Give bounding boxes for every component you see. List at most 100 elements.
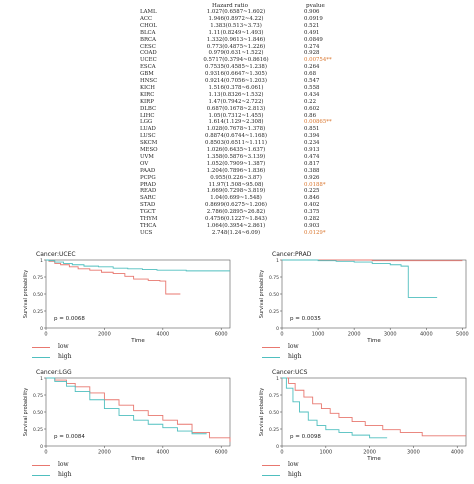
hazard-ratio-cell: 0.8503(0.6511~1.111) <box>205 140 267 147</box>
table-row: UVM 1.358(0.5876~3.139) 0.474 <box>0 154 474 161</box>
y-tick-label: 0.25 <box>33 427 43 433</box>
hazard-ratio-cell: 1.332(0.9613~1.846) <box>206 36 266 43</box>
km-chart-prad: Cancer:PRAD 0 0.25 0.50 0.75 1 0 1000 2000 3000 40… <box>259 251 469 344</box>
cancer-type-cell: UCEC <box>140 57 157 64</box>
cancer-type-cell: KICH <box>140 84 155 91</box>
cancer-type-cell: LGG <box>140 119 153 126</box>
x-tick-label: 6000 <box>215 332 228 338</box>
hazard-ratio-cell: 0.979(0.631~1.522) <box>208 50 264 57</box>
table-row: COAD 0.979(0.631~1.522) 0.928 <box>0 50 474 57</box>
table-row: BRCA 1.332(0.9613~1.846) 0.0849 <box>0 37 474 44</box>
x-tick-label: 4000 <box>420 332 433 338</box>
y-tick-label: 0.50 <box>269 292 279 298</box>
cancer-type-cell: MESO <box>140 147 158 153</box>
hazard-ratio-cell: 1.026(0.6435~1.637) <box>206 147 266 153</box>
table-row: TGCT 2.786(0.2895~26.82) 0.375 <box>0 209 474 216</box>
table-row: LIHC 1.05(0.7312~1.455) 0.86 <box>0 113 474 120</box>
pvalue-cell: 0.86 <box>304 112 317 119</box>
cancer-type-cell: DLBC <box>140 105 157 112</box>
y-tick-label: 1 <box>276 258 279 264</box>
x-tick-label: 2000 <box>348 332 361 338</box>
x-tick-label: 1000 <box>312 332 325 338</box>
legend-line-low <box>262 465 280 466</box>
y-tick-label: 0 <box>276 326 279 332</box>
hazard-ratio-cell: 0.9316(0.6647~1.305) <box>205 71 267 78</box>
km-plot-ucec: Cancer:UCEC 0 0.25 0.50 0.75 1 0 2000 4000 6000 Ti… <box>2 248 238 348</box>
legend-line-low <box>32 347 50 348</box>
cancer-type-cell: OV <box>140 160 149 167</box>
legend-line-high <box>262 475 280 476</box>
y-tick-label: 0.75 <box>269 275 279 281</box>
table-row: PRAD 11.97(1.508~95.08) 0.0188* <box>0 182 474 189</box>
pvalue-cell: 0.521 <box>304 22 320 29</box>
cancer-type-cell: KIRC <box>140 91 155 98</box>
table-row: CESC 0.773(0.4875~1.226) 0.274 <box>0 44 474 51</box>
x-tick-label: 0 <box>44 332 47 338</box>
pvalue-cell: 0.0129* <box>304 229 326 236</box>
pvalue-cell: 0.602 <box>304 105 320 112</box>
cancer-type-cell: LUSC <box>140 133 156 140</box>
table-row: LUAD 1.028(0.7678~1.378) 0.851 <box>0 126 474 133</box>
cancer-type-cell: COAD <box>140 50 157 57</box>
y-tick-label: 0.75 <box>33 275 43 281</box>
hazard-ratio-cell: 0.5717(0.3794~0.8616) <box>203 57 269 64</box>
hazard-ratio-cell: 0.8874(0.6744~1.168) <box>205 133 267 140</box>
cancer-type-cell: ESCA <box>140 64 156 71</box>
pvalue-label: p = 0.0068 <box>54 316 85 322</box>
table-row: UCS 2.748(1.24~6.09) 0.0129* <box>0 230 474 237</box>
pvalue-cell: 0.474 <box>304 153 320 160</box>
hazard-ratio-cell: 1.946(0.8972~4.22) <box>208 15 264 22</box>
pvalue-cell: 0.388 <box>304 167 320 174</box>
table-row: UCEC 0.5717(0.3794~0.8616) 0.00754** <box>0 57 474 64</box>
survival-curve-high <box>282 377 388 439</box>
cancer-type-cell: READ <box>140 188 157 195</box>
legend-label-high: high <box>288 471 302 478</box>
table-row: KIRP 1.47(0.7942~2.722) 0.22 <box>0 99 474 106</box>
pvalue-cell: 0.558 <box>304 84 320 91</box>
table-row: THYM 0.4756(0.1227~1.843) 0.282 <box>0 216 474 223</box>
pvalue-label: p = 0.0035 <box>290 316 321 322</box>
table-row: ESCA 0.7535(0.4585~1.238) 0.264 <box>0 64 474 71</box>
y-tick-label: 1 <box>276 376 279 382</box>
pvalue-cell: 0.394 <box>304 133 320 140</box>
legend-label-high: high <box>58 353 72 360</box>
km-plot-prad: Cancer:PRAD 0 0.25 0.50 0.75 1 0 1000 2000 3000 40… <box>238 248 474 348</box>
survival-curve-high <box>46 377 207 435</box>
legend-label-low: low <box>58 461 69 468</box>
cancer-type-cell: LUAD <box>140 126 156 133</box>
survival-curve-high <box>46 259 230 272</box>
x-tick-label: 5000 <box>456 332 469 338</box>
y-axis-label: Survival probability <box>23 270 29 318</box>
table-row: OV 1.052(0.7909~1.387) 0.817 <box>0 161 474 168</box>
chart-title: Cancer:UCS <box>272 369 308 376</box>
cancer-type-cell: CHOL <box>140 22 157 29</box>
x-tick-label: 4000 <box>451 450 464 456</box>
x-axis-label: Time <box>366 338 381 344</box>
hazard-ratio-table: Hazard ratio pvalue LAML 1.027(0.6587~1.6… <box>0 0 474 240</box>
pvalue-cell: 0.547 <box>304 78 320 84</box>
km-chart-lgg: Cancer:LGG 0 0.25 0.50 0.75 1 0 2000 4000 6000 Tim… <box>23 369 231 462</box>
cancer-type-cell: BLCA <box>140 29 156 36</box>
cancer-type-cell: LIHC <box>140 112 155 119</box>
y-tick-label: 0.75 <box>269 393 279 399</box>
table-row: THCA 1.064(0.3954~2.861) 0.903 <box>0 223 474 230</box>
pvalue-cell: 0.0919 <box>304 15 323 22</box>
km-chart-ucec: Cancer:UCEC 0 0.25 0.50 0.75 1 0 2000 4000 6000 Ti… <box>23 251 231 344</box>
chart-title: Cancer:LGG <box>36 369 72 376</box>
hazard-ratio-cell: 1.358(0.5876~3.139) <box>206 153 266 160</box>
y-axis-label: Survival probability <box>259 388 265 436</box>
x-axis-label: Time <box>366 456 381 462</box>
cancer-type-cell: LAML <box>140 9 157 15</box>
pvalue-label: p = 0.0084 <box>54 434 85 440</box>
cancer-type-cell: THCA <box>140 222 157 229</box>
y-tick-label: 0.25 <box>33 309 43 315</box>
x-tick-label: 3000 <box>407 450 420 456</box>
pvalue-cell: 0.926 <box>304 174 320 181</box>
pvalue-cell: 0.22 <box>304 98 317 105</box>
hazard-ratio-cell: 2.748(1.24~6.09) <box>211 229 261 236</box>
legend-line-high <box>32 475 50 476</box>
pvalue-cell: 0.851 <box>304 126 320 133</box>
pvalue-cell: 0.282 <box>304 216 320 222</box>
pvalue-cell: 0.491 <box>304 29 320 36</box>
pvalue-cell: 0.913 <box>304 147 320 153</box>
